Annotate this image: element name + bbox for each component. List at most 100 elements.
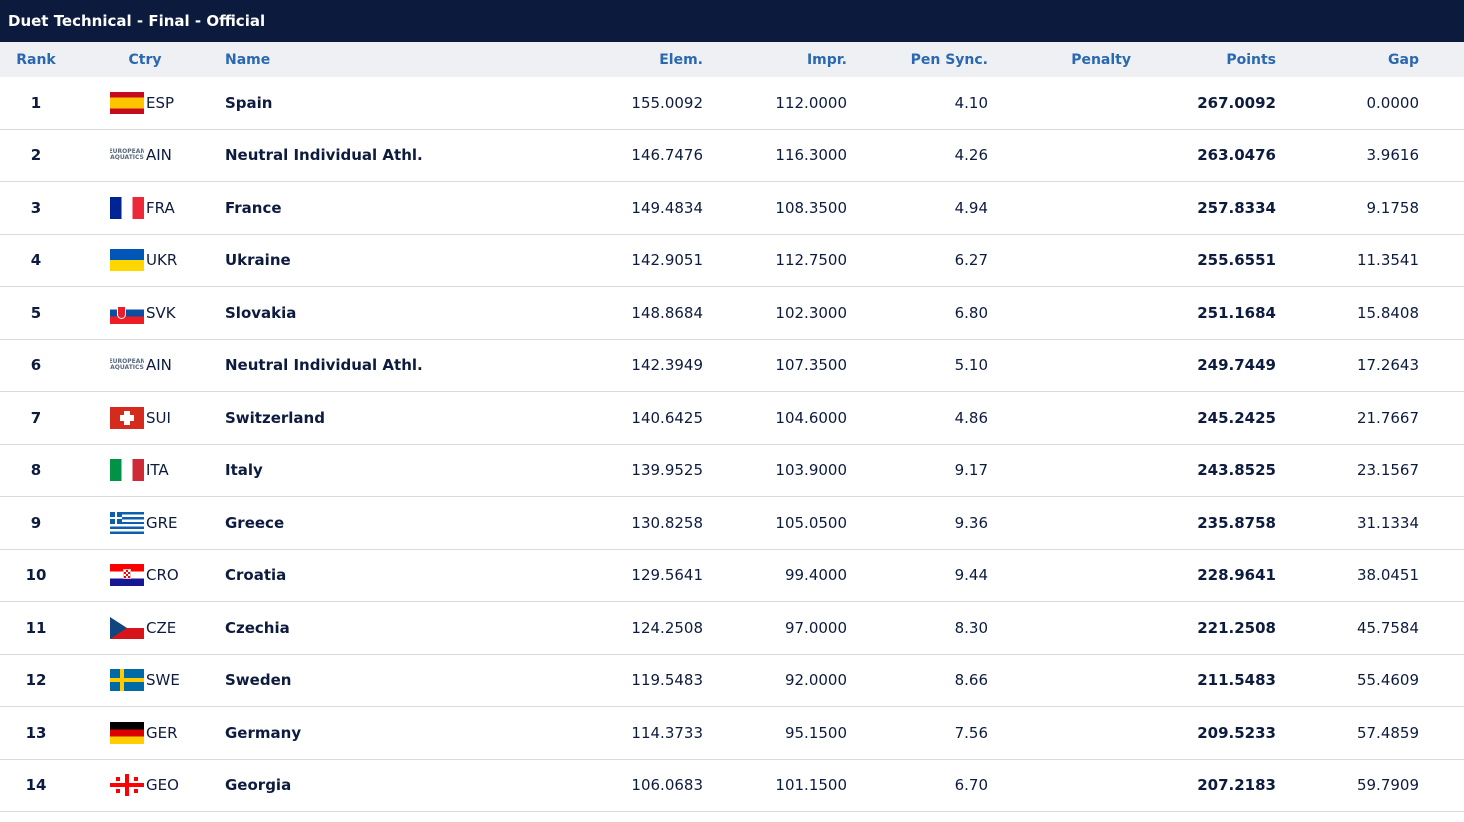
ain-logo-text: EUROPEAN AQUATICS — [110, 358, 144, 372]
points-total: 257.8334 — [1197, 198, 1276, 217]
points-total: 245.2425 — [1197, 408, 1276, 427]
gap-value: 55.4609 — [1356, 671, 1419, 690]
impression-score: 107.3500 — [775, 356, 847, 375]
rank-cell: 10 — [25, 566, 47, 585]
column-header-penalty[interactable]: Penalty — [1071, 51, 1131, 68]
column-header-impr[interactable]: Impr. — [806, 51, 847, 68]
athlete-name-link[interactable]: Ukraine — [225, 251, 291, 270]
gap-value: 38.0451 — [1356, 566, 1419, 585]
table-row[interactable]: 7 SUI Switzerland 140.6425 104.6000 4.86 245.2… — [0, 392, 1464, 445]
country-cell[interactable]: SUI — [110, 392, 210, 444]
switzerland-flag-icon — [110, 406, 144, 429]
elements-score: 149.4834 — [631, 198, 703, 217]
athlete-name-link[interactable]: Switzerland — [225, 408, 325, 427]
rank-cell: 1 — [30, 93, 42, 112]
country-cell[interactable]: CZE — [110, 602, 210, 654]
table-row[interactable]: 1 ESP Spain 155.0092 112.0000 4.10 267.0092 0.0… — [0, 77, 1464, 130]
rank-cell: 5 — [30, 303, 42, 322]
column-header-elem[interactable]: Elem. — [659, 51, 703, 68]
gap-value: 59.7909 — [1356, 776, 1419, 795]
column-header-pen-sync[interactable]: Pen Sync. — [910, 51, 988, 68]
table-row[interactable]: 14 GEO Georgia 106.0683 101.1500 6.70 207.2183… — [0, 760, 1464, 812]
points-total: 243.8525 — [1197, 461, 1276, 480]
points-total: 209.5233 — [1197, 723, 1276, 742]
column-header-points[interactable]: Points — [1226, 51, 1276, 68]
rank-cell: 7 — [30, 408, 42, 427]
slovakia-flag-icon — [110, 301, 144, 324]
results-table-body: 1 ESP Spain 155.0092 112.0000 4.10 267.0092 0.0… — [0, 77, 1464, 812]
column-header-name[interactable]: Name — [225, 51, 271, 68]
spain-flag-icon — [110, 91, 144, 114]
athlete-name-link[interactable]: France — [225, 198, 282, 217]
column-header-rank[interactable]: Rank — [16, 51, 56, 68]
country-cell[interactable]: SVK — [110, 287, 210, 339]
country-cell[interactable]: ITA — [110, 445, 210, 497]
table-row[interactable]: 11 CZE Czechia 124.2508 97.0000 8.30 221.2508 4… — [0, 602, 1464, 655]
table-row[interactable]: 5 SVK Slovakia 148.8684 102.3000 6.80 251.1684… — [0, 287, 1464, 340]
impression-score: 102.3000 — [775, 303, 847, 322]
table-row[interactable]: 3 FRA France 149.4834 108.3500 4.94 257.8334 9.… — [0, 182, 1464, 235]
pen-sync-score: 4.26 — [954, 146, 988, 165]
event-title: Duet Technical - Final — [8, 12, 190, 30]
athlete-name-link[interactable]: Italy — [225, 461, 263, 480]
pen-sync-score: 9.36 — [954, 513, 988, 532]
athlete-name-link[interactable]: Neutral Individual Athl. — [225, 356, 423, 375]
table-row[interactable]: 13 GER Germany 114.3733 95.1500 7.56 209.5233 5… — [0, 707, 1464, 760]
country-cell[interactable]: UKR — [110, 235, 210, 287]
pen-sync-score: 6.80 — [954, 303, 988, 322]
column-header-ctry[interactable]: Ctry — [128, 51, 162, 68]
gap-value: 11.3541 — [1356, 251, 1419, 270]
table-row[interactable]: 2 EUROPEAN AQUATICS AIN Neutral Individual A… — [0, 130, 1464, 182]
country-code: GRE — [146, 513, 178, 532]
athlete-name-link[interactable]: Neutral Individual Athl. — [225, 146, 423, 165]
table-row[interactable]: 9 GRE Greece 130.8258 105.0500 9.36 235.8758 31… — [0, 497, 1464, 550]
athlete-name-link[interactable]: Greece — [225, 513, 285, 532]
ukraine-flag-icon — [110, 249, 144, 272]
country-cell[interactable]: EUROPEAN AQUATICS AIN — [110, 130, 210, 182]
athlete-name-link[interactable]: Spain — [225, 93, 273, 112]
gap-value: 17.2643 — [1356, 356, 1419, 375]
gap-value: 45.7584 — [1356, 618, 1419, 637]
impression-score: 95.1500 — [784, 723, 847, 742]
pen-sync-score: 6.27 — [954, 251, 988, 270]
rank-cell: 3 — [30, 198, 42, 217]
athlete-name-link[interactable]: Croatia — [225, 566, 287, 585]
country-cell[interactable]: ESP — [110, 77, 210, 129]
column-header-gap[interactable]: Gap — [1388, 51, 1419, 68]
country-code: FRA — [146, 198, 175, 217]
country-code: CRO — [146, 566, 179, 585]
country-cell[interactable]: SWE — [110, 655, 210, 707]
country-cell[interactable]: GEO — [110, 760, 210, 812]
athlete-name-link[interactable]: Czechia — [225, 618, 290, 637]
points-total: 221.2508 — [1197, 618, 1276, 637]
athlete-name-link[interactable]: Sweden — [225, 671, 292, 690]
athlete-name-link[interactable]: Germany — [225, 723, 302, 742]
country-cell[interactable]: CRO — [110, 550, 210, 602]
points-total: 251.1684 — [1197, 303, 1276, 322]
elements-score: 130.8258 — [631, 513, 703, 532]
germany-flag-icon — [110, 721, 144, 744]
impression-score: 112.7500 — [775, 251, 847, 270]
rank-cell: 2 — [30, 146, 42, 165]
italy-flag-icon — [110, 459, 144, 482]
pen-sync-score: 9.17 — [954, 461, 988, 480]
country-cell[interactable]: FRA — [110, 182, 210, 234]
table-row[interactable]: 10 CRO Croatia 129.5641 99.4000 9.44 228.9641 3… — [0, 550, 1464, 602]
country-cell[interactable]: EUROPEAN AQUATICS AIN — [110, 340, 210, 392]
country-cell[interactable]: GRE — [110, 497, 210, 549]
table-row[interactable]: 8 ITA Italy 139.9525 103.9000 9.17 243.8525 23.… — [0, 445, 1464, 497]
gap-value: 9.1758 — [1366, 198, 1420, 217]
rank-cell: 13 — [25, 723, 47, 742]
country-cell[interactable]: GER — [110, 707, 210, 759]
table-row[interactable]: 6 EUROPEAN AQUATICS AIN Neutral Individual A… — [0, 340, 1464, 392]
rank-cell: 4 — [30, 251, 42, 270]
gap-value: 15.8408 — [1356, 303, 1419, 322]
table-row[interactable]: 12 SWE Sweden 119.5483 92.0000 8.66 211.5483 55… — [0, 655, 1464, 707]
czechia-flag-icon — [110, 616, 144, 639]
athlete-name-link[interactable]: Slovakia — [225, 303, 297, 322]
table-row[interactable]: 4 UKR Ukraine 142.9051 112.7500 6.27 255.6551 1… — [0, 235, 1464, 287]
pen-sync-score: 5.10 — [954, 356, 988, 375]
points-total: 249.7449 — [1197, 356, 1276, 375]
rank-cell: 11 — [25, 618, 47, 637]
athlete-name-link[interactable]: Georgia — [225, 776, 292, 795]
